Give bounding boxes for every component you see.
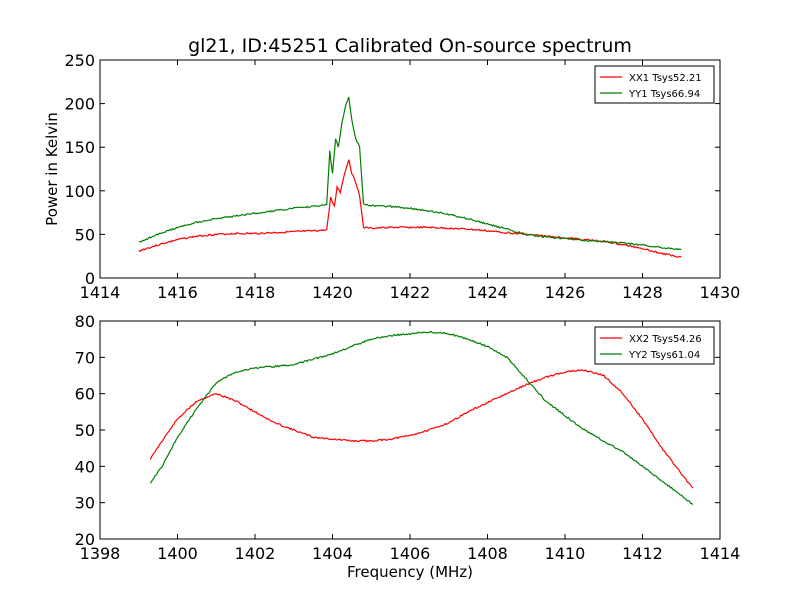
x-tick-label: 1428 [622, 283, 663, 302]
y-tick-label: 200 [64, 95, 95, 114]
y-tick-label: 40 [75, 457, 95, 476]
x-axis-label: Frequency (MHz) [347, 563, 473, 581]
y-tick-label: 50 [75, 225, 95, 244]
x-tick-label: 1430 [700, 283, 741, 302]
y-tick-label: 0 [85, 269, 95, 288]
x-tick-label: 1408 [467, 544, 508, 563]
series-line-2-1 [149, 369, 694, 489]
series-line-1-2 [138, 96, 682, 251]
x-tick-label: 1398 [80, 544, 121, 563]
y-tick-label: 30 [75, 494, 95, 513]
x-tick-label: 1418 [235, 283, 276, 302]
x-tick-label: 1424 [467, 283, 508, 302]
legend-entry: XX1 Tsys52.21 [629, 73, 702, 84]
y-tick-label: 150 [64, 138, 95, 157]
legend-entry: XX2 Tsys54.26 [629, 334, 702, 345]
y-tick-label: 50 [75, 421, 95, 440]
chart-title: gl21, ID:45251 Calibrated On-source spec… [188, 35, 632, 57]
x-tick-label: 1400 [157, 544, 198, 563]
x-tick-label: 1416 [157, 283, 198, 302]
x-tick-label: 1414 [80, 283, 121, 302]
y-tick-label: 20 [75, 530, 95, 549]
y-tick-label: 60 [75, 385, 95, 404]
legend-box [594, 326, 715, 365]
x-tick-label: 1420 [312, 283, 353, 302]
x-tick-label: 1404 [312, 544, 353, 563]
y-tick-label: 70 [75, 348, 95, 367]
y-tick-label: 250 [64, 51, 95, 70]
x-tick-label: 1422 [390, 283, 431, 302]
legend-entry: YY2 Tsys61.04 [628, 350, 700, 361]
plot-panel-1: 1414 1416 1418 1420 1422 1424 1426 1428 1430 0 50 1… [43, 35, 740, 302]
x-tick-label: 1414 [700, 544, 741, 563]
x-tick-label: 1412 [622, 544, 663, 563]
legend: XX2 Tsys54.26 YY2 Tsys61.04 [594, 326, 715, 365]
x-tick-label: 1402 [235, 544, 276, 563]
legend-entry: YY1 Tsys66.94 [628, 89, 700, 100]
y-axis-label: Power in Kelvin [43, 112, 61, 226]
series-line-2-2 [149, 330, 694, 505]
y-tick-label: 80 [75, 312, 95, 331]
legend-box [594, 65, 715, 104]
x-tick-label: 1410 [545, 544, 586, 563]
plot-panel-2: 1398 1400 1402 1404 1406 1408 1410 1412 1414 20 30… [75, 312, 741, 581]
x-tick-label: 1426 [545, 283, 586, 302]
y-tick-label: 100 [64, 182, 95, 201]
x-tick-label: 1406 [390, 544, 431, 563]
legend: XX1 Tsys52.21 YY1 Tsys66.94 [594, 65, 715, 104]
